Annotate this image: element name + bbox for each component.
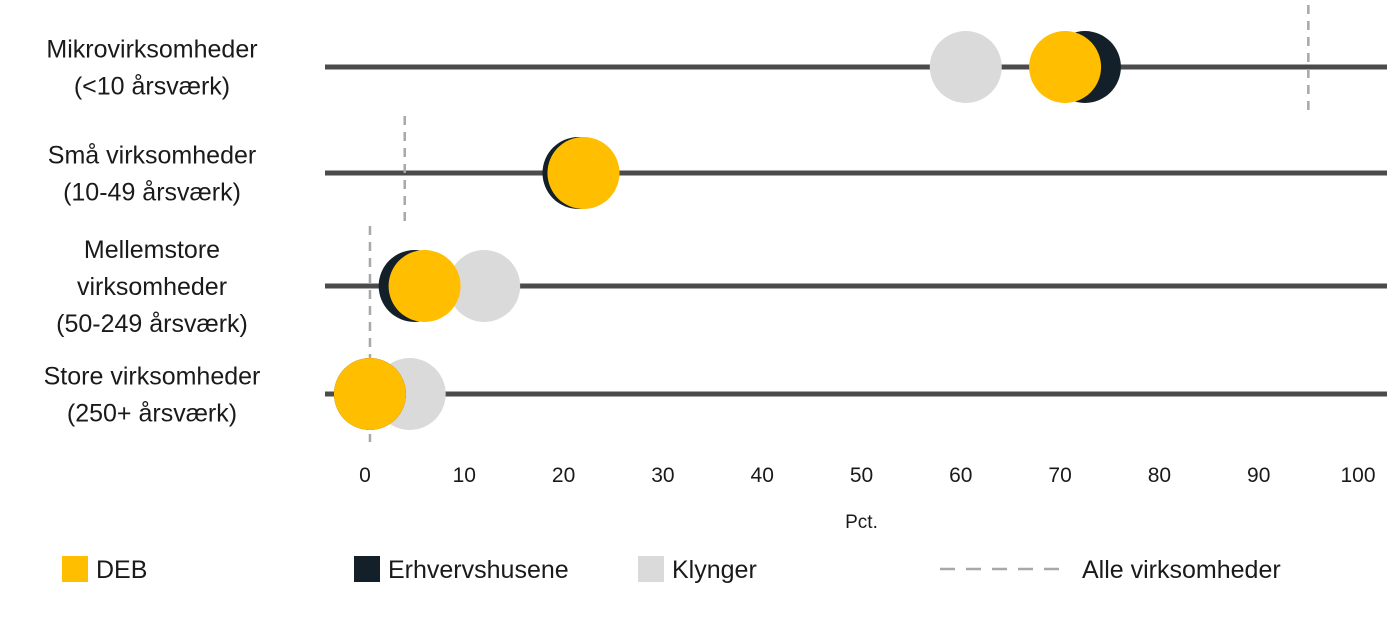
- category-label: Mellemstore: [84, 236, 220, 264]
- deb-point: [333, 358, 406, 430]
- x-tick-label: 20: [552, 464, 575, 487]
- deb-point: [1029, 31, 1102, 103]
- x-tick-label: 60: [949, 464, 972, 487]
- category-label: (50-249 årsværk): [56, 310, 248, 338]
- legend-swatch-klynger: [638, 556, 664, 582]
- category-label: Store virksomheder: [44, 363, 261, 391]
- x-tick-label: 0: [359, 464, 371, 487]
- x-tick-label: 90: [1247, 464, 1270, 487]
- x-tick-label: 10: [453, 464, 476, 487]
- category-label: Mikrovirksomheder: [46, 36, 257, 64]
- category-label: (<10 årsværk): [74, 73, 230, 101]
- x-tick-label: 70: [1048, 464, 1071, 487]
- x-tick-label: 40: [751, 464, 774, 487]
- klynger-point: [929, 31, 1002, 103]
- x-axis-ticks: 0 10 20 30 40 50 60 70 80 90 100: [359, 464, 1375, 487]
- legend-label-deb: DEB: [96, 556, 147, 584]
- reference-lines: [368, 5, 1310, 442]
- x-tick-label: 80: [1148, 464, 1171, 487]
- category-label: (10-49 årsværk): [63, 179, 241, 207]
- x-tick-label: 30: [651, 464, 674, 487]
- deb-point: [388, 250, 461, 322]
- legend-swatch-deb: [62, 556, 88, 582]
- legend-label-alle-virksomheder: Alle virksomheder: [1082, 556, 1281, 584]
- legend-swatch-erhvervshusene: [354, 556, 380, 582]
- category-label: virksomheder: [77, 273, 227, 301]
- x-axis-title: Pct.: [845, 512, 878, 533]
- x-tick-label: 100: [1340, 464, 1375, 487]
- klynger-point: [448, 250, 521, 322]
- data-points: [333, 31, 1121, 430]
- legend-label-klynger: Klynger: [672, 556, 757, 584]
- deb-point: [547, 137, 620, 209]
- category-rows: Mikrovirksomheder (<10 årsværk) Små virkso…: [44, 36, 1387, 428]
- legend: DEB Erhvervshusene Klynger Alle virksomhede…: [62, 556, 1281, 584]
- category-label: Små virksomheder: [48, 142, 256, 170]
- category-label: (250+ årsværk): [67, 400, 237, 428]
- legend-label-erhvervshusene: Erhvervshusene: [388, 556, 569, 584]
- x-tick-label: 50: [850, 464, 873, 487]
